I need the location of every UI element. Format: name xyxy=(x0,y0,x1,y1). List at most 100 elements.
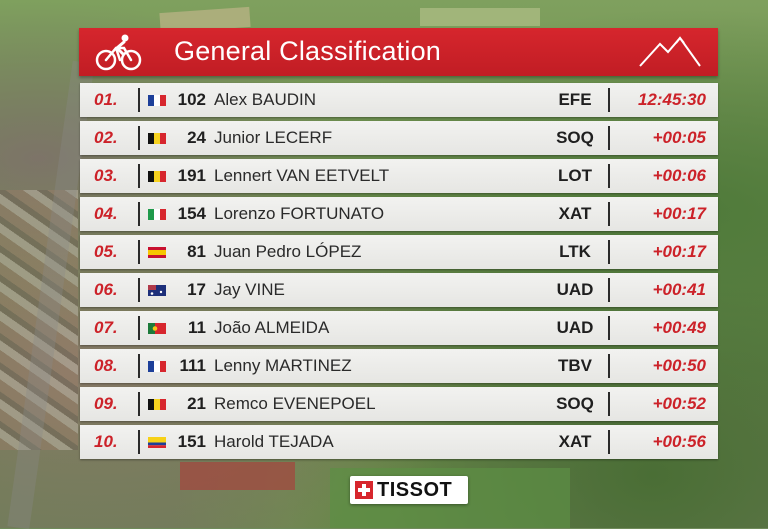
bib-number: 154 xyxy=(177,204,206,223)
divider xyxy=(608,164,610,188)
divider xyxy=(608,240,610,264)
time-gap: +00:49 xyxy=(652,318,706,337)
flag-au-icon xyxy=(148,285,166,296)
classification-row: 02. 24 Junior LECERF SOQ +00:05 xyxy=(80,121,718,155)
rider-name: Alex BAUDIN xyxy=(214,90,317,109)
flag-be-icon xyxy=(148,133,166,144)
flag-pt-icon xyxy=(148,323,166,334)
flag-co-icon xyxy=(148,437,166,448)
time-gap: +00:52 xyxy=(652,394,706,413)
time-gap: +00:17 xyxy=(652,242,706,261)
time-gap: +00:05 xyxy=(652,128,706,147)
rank: 09. xyxy=(94,394,118,413)
divider xyxy=(608,202,610,226)
bib-number: 111 xyxy=(179,356,207,375)
team-code: LOT xyxy=(558,166,592,185)
cyclist-logo-icon xyxy=(95,34,142,71)
bib-number: 102 xyxy=(177,90,206,109)
divider xyxy=(138,354,140,378)
rider-name: Jay VINE xyxy=(214,280,285,299)
background-field xyxy=(420,8,540,26)
rank: 04. xyxy=(94,204,118,223)
time-gap: +00:17 xyxy=(652,204,706,223)
flag-it-icon xyxy=(148,209,166,220)
bib-number: 151 xyxy=(177,432,206,451)
background-village xyxy=(0,190,78,450)
bib-number: 191 xyxy=(177,166,206,185)
divider xyxy=(138,392,140,416)
rank: 01. xyxy=(94,90,118,109)
mountain-icon xyxy=(639,36,701,67)
flag-be-icon xyxy=(148,399,166,410)
divider xyxy=(608,430,610,454)
bib-number: 21 xyxy=(187,394,206,413)
classification-row: 09. 21 Remco EVENEPOEL SOQ +00:52 xyxy=(80,387,718,421)
team-code: EFE xyxy=(558,90,592,109)
classification-row: 04. 154 Lorenzo FORTUNATO XAT +00:17 xyxy=(80,197,718,231)
rider-name: Lennert VAN EETVELT xyxy=(214,166,390,185)
divider xyxy=(138,430,140,454)
time-gap: +00:41 xyxy=(652,280,706,299)
team-code: XAT xyxy=(558,432,592,451)
flag-es-icon xyxy=(148,247,166,258)
sponsor-name: TISSOT xyxy=(377,479,453,501)
team-code: SOQ xyxy=(556,394,594,413)
rank: 02. xyxy=(94,128,118,147)
divider xyxy=(138,88,140,112)
rider-name: Lenny MARTINEZ xyxy=(214,356,352,375)
divider xyxy=(138,278,140,302)
classification-row: 01. 102 Alex BAUDIN EFE 12:45:30 xyxy=(80,83,718,117)
rank: 06. xyxy=(94,280,118,299)
time-gap: +00:06 xyxy=(652,166,706,185)
rider-name: Lorenzo FORTUNATO xyxy=(214,204,385,223)
rider-name: Junior LECERF xyxy=(214,128,333,147)
rank: 10. xyxy=(94,432,118,451)
divider xyxy=(608,354,610,378)
divider xyxy=(608,126,610,150)
team-code: XAT xyxy=(558,204,592,223)
divider xyxy=(138,316,140,340)
rider-name: Harold TEJADA xyxy=(214,432,334,451)
classification-row: 03. 191 Lennert VAN EETVELT LOT +00:06 xyxy=(80,159,718,193)
divider xyxy=(608,316,610,340)
divider xyxy=(608,88,610,112)
swiss-cross-icon xyxy=(355,481,373,499)
team-code: TBV xyxy=(558,356,592,375)
time-gap: +00:56 xyxy=(652,432,706,451)
bib-number: 11 xyxy=(188,318,206,337)
divider xyxy=(138,164,140,188)
rider-name: João ALMEIDA xyxy=(214,318,330,337)
bib-number: 17 xyxy=(187,280,206,299)
time-gap: +00:50 xyxy=(652,356,706,375)
team-code: LTK xyxy=(559,242,591,261)
rank: 07. xyxy=(94,318,118,337)
classification-row: 08. 111 Lenny MARTINEZ TBV +00:50 xyxy=(80,349,718,383)
classification-row: 05. 81 Juan Pedro LÓPEZ LTK +00:17 xyxy=(80,235,718,269)
time-gap: 12:45:30 xyxy=(637,90,706,109)
team-code: SOQ xyxy=(556,128,594,147)
bib-number: 81 xyxy=(187,242,206,261)
classification-header: General Classification xyxy=(79,28,718,76)
rider-name: Remco EVENEPOEL xyxy=(214,394,376,413)
rank: 08. xyxy=(94,356,118,375)
rank: 03. xyxy=(94,166,118,185)
divider xyxy=(608,392,610,416)
background-track xyxy=(180,462,295,490)
divider xyxy=(138,240,140,264)
rider-name: Juan Pedro LÓPEZ xyxy=(214,242,362,261)
flag-fr-icon xyxy=(148,95,166,106)
sponsor-logo: TISSOT xyxy=(350,476,468,504)
divider xyxy=(138,126,140,150)
team-code: UAD xyxy=(556,280,594,299)
team-code: UAD xyxy=(556,318,594,337)
flag-fr-icon xyxy=(148,361,166,372)
flag-be-icon xyxy=(148,171,166,182)
rank: 05. xyxy=(94,242,118,261)
classification-row: 10. 151 Harold TEJADA XAT +00:56 xyxy=(80,425,718,459)
classification-row: 06. 17 Jay VINE UAD +00:41 xyxy=(80,273,718,307)
divider xyxy=(608,278,610,302)
divider xyxy=(138,202,140,226)
page-title: General Classification xyxy=(174,36,442,66)
classification-row: 07. 11 João ALMEIDA UAD +00:49 xyxy=(80,311,718,345)
bib-number: 24 xyxy=(187,128,206,147)
